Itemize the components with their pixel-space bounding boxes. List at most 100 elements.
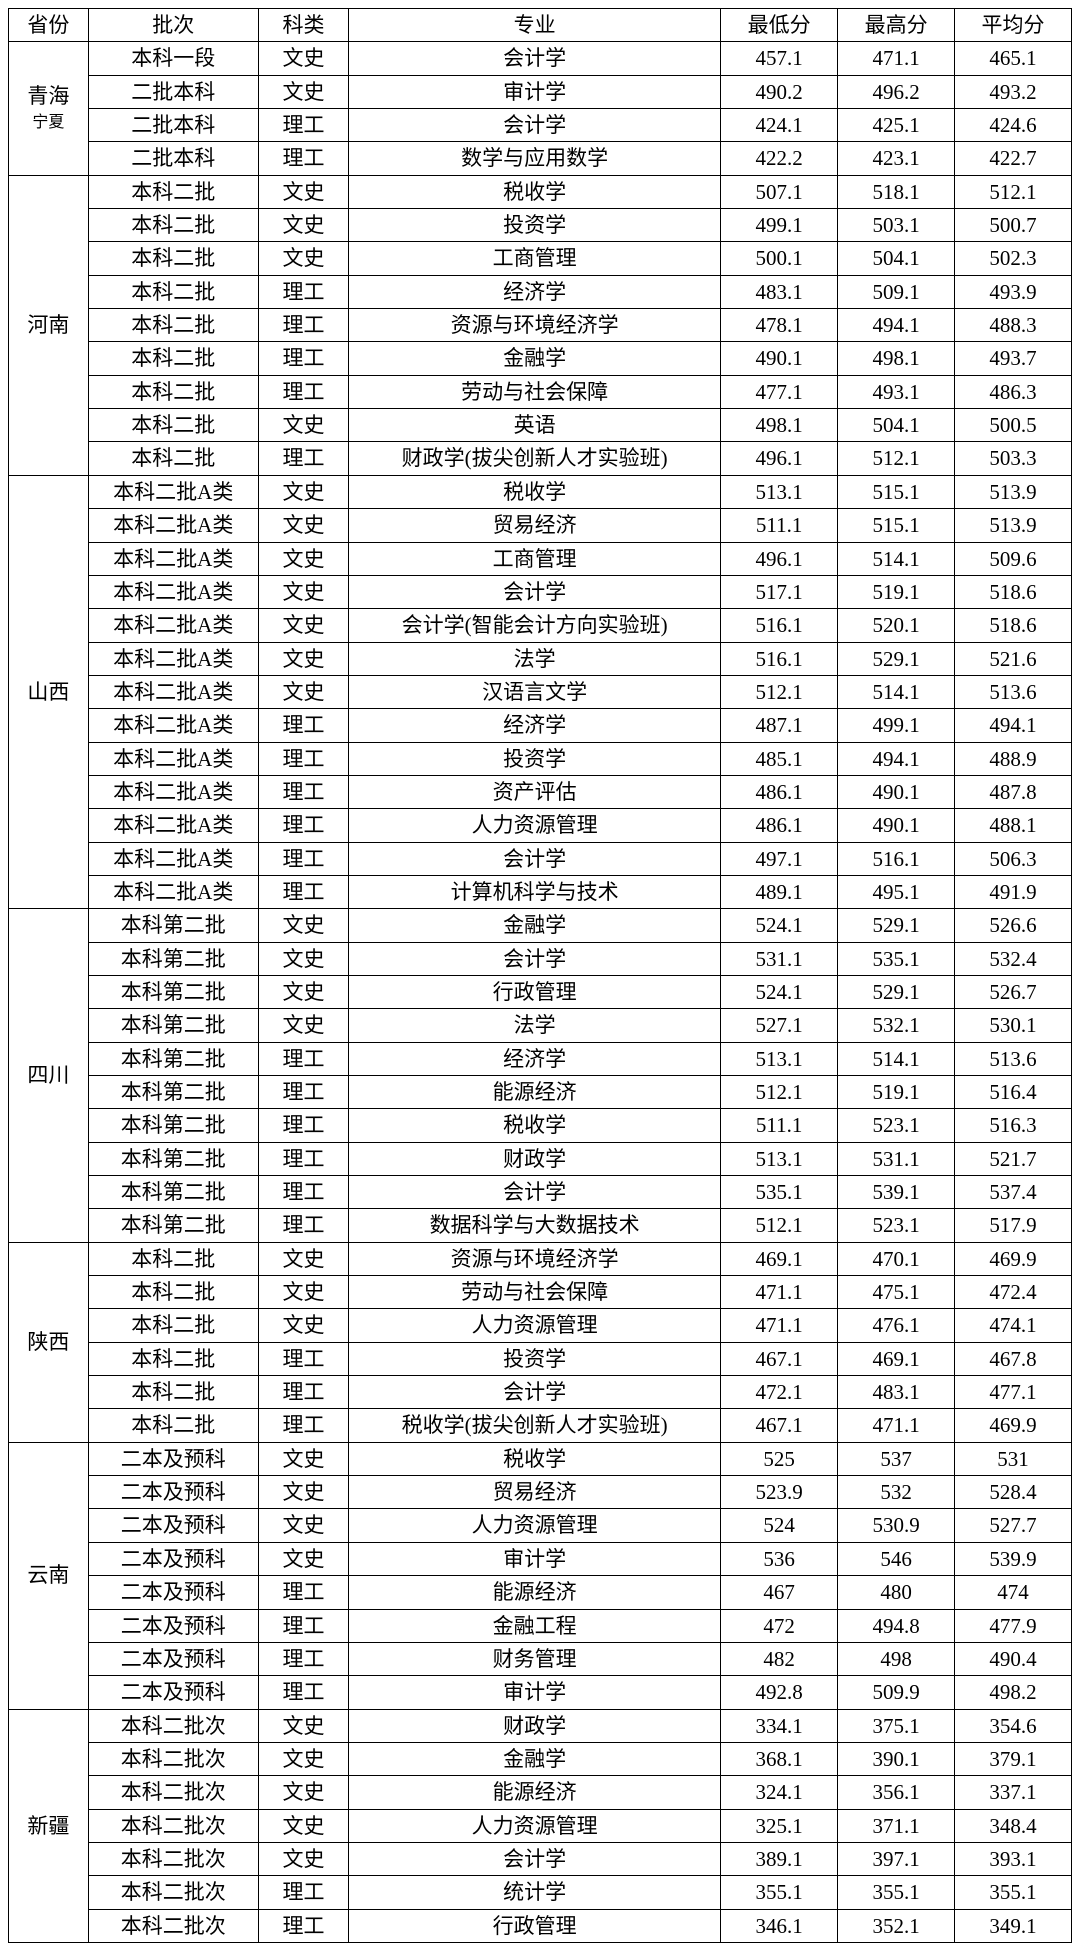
province-cell: 青海宁夏 bbox=[9, 42, 89, 175]
min-cell: 497.1 bbox=[721, 842, 838, 875]
avg-cell: 474.1 bbox=[955, 1309, 1072, 1342]
batch-cell: 二本及预科 bbox=[88, 1576, 258, 1609]
batch-cell: 本科二批 bbox=[88, 375, 258, 408]
table-row: 本科二批A类文史工商管理496.1514.1509.6 bbox=[9, 542, 1072, 575]
major-cell: 计算机科学与技术 bbox=[349, 875, 721, 908]
category-cell: 文史 bbox=[258, 242, 348, 275]
max-cell: 498.1 bbox=[838, 342, 955, 375]
major-cell: 会计学 bbox=[349, 1842, 721, 1875]
table-row: 本科二批A类文史汉语言文学512.1514.1513.6 bbox=[9, 675, 1072, 708]
batch-cell: 本科二批A类 bbox=[88, 742, 258, 775]
min-cell: 346.1 bbox=[721, 1909, 838, 1942]
category-cell: 理工 bbox=[258, 275, 348, 308]
batch-cell: 本科第二批 bbox=[88, 1009, 258, 1042]
max-cell: 494.1 bbox=[838, 309, 955, 342]
major-cell: 行政管理 bbox=[349, 1909, 721, 1942]
min-cell: 516.1 bbox=[721, 609, 838, 642]
major-cell: 数据科学与大数据技术 bbox=[349, 1209, 721, 1242]
major-cell: 资源与环境经济学 bbox=[349, 309, 721, 342]
max-cell: 519.1 bbox=[838, 1076, 955, 1109]
major-cell: 经济学 bbox=[349, 709, 721, 742]
max-cell: 531.1 bbox=[838, 1142, 955, 1175]
category-cell: 理工 bbox=[258, 1642, 348, 1675]
batch-cell: 本科二批A类 bbox=[88, 642, 258, 675]
avg-cell: 498.2 bbox=[955, 1676, 1072, 1709]
province-cell: 云南 bbox=[9, 1442, 89, 1709]
batch-cell: 二本及预科 bbox=[88, 1509, 258, 1542]
major-cell: 行政管理 bbox=[349, 975, 721, 1008]
max-cell: 371.1 bbox=[838, 1809, 955, 1842]
table-row: 本科二批A类理工计算机科学与技术489.1495.1491.9 bbox=[9, 875, 1072, 908]
min-cell: 511.1 bbox=[721, 509, 838, 542]
category-cell: 文史 bbox=[258, 1542, 348, 1575]
batch-cell: 本科二批A类 bbox=[88, 842, 258, 875]
batch-cell: 本科二批 bbox=[88, 1309, 258, 1342]
max-cell: 523.1 bbox=[838, 1109, 955, 1142]
table-row: 本科第二批理工会计学535.1539.1537.4 bbox=[9, 1176, 1072, 1209]
max-cell: 390.1 bbox=[838, 1742, 955, 1775]
major-cell: 法学 bbox=[349, 1009, 721, 1042]
max-cell: 471.1 bbox=[838, 1409, 955, 1442]
max-cell: 490.1 bbox=[838, 775, 955, 808]
table-row: 本科第二批文史行政管理524.1529.1526.7 bbox=[9, 975, 1072, 1008]
batch-cell: 本科二批 bbox=[88, 442, 258, 475]
max-cell: 375.1 bbox=[838, 1709, 955, 1742]
batch-cell: 本科第二批 bbox=[88, 1176, 258, 1209]
batch-cell: 本科二批次 bbox=[88, 1876, 258, 1909]
min-cell: 472.1 bbox=[721, 1376, 838, 1409]
avg-cell: 337.1 bbox=[955, 1776, 1072, 1809]
major-cell: 汉语言文学 bbox=[349, 675, 721, 708]
max-cell: 537 bbox=[838, 1442, 955, 1475]
max-cell: 499.1 bbox=[838, 709, 955, 742]
batch-cell: 本科第二批 bbox=[88, 1042, 258, 1075]
table-row: 本科二批理工资源与环境经济学478.1494.1488.3 bbox=[9, 309, 1072, 342]
min-cell: 513.1 bbox=[721, 1042, 838, 1075]
province-cell: 新疆 bbox=[9, 1709, 89, 1942]
category-cell: 文史 bbox=[258, 175, 348, 208]
major-cell: 审计学 bbox=[349, 1542, 721, 1575]
category-cell: 文史 bbox=[258, 209, 348, 242]
batch-cell: 本科二批次 bbox=[88, 1842, 258, 1875]
category-cell: 文史 bbox=[258, 1442, 348, 1475]
category-cell: 理工 bbox=[258, 809, 348, 842]
batch-cell: 二本及预科 bbox=[88, 1442, 258, 1475]
avg-cell: 521.6 bbox=[955, 642, 1072, 675]
min-cell: 490.2 bbox=[721, 75, 838, 108]
max-cell: 356.1 bbox=[838, 1776, 955, 1809]
major-cell: 金融学 bbox=[349, 342, 721, 375]
major-cell: 资源与环境经济学 bbox=[349, 1242, 721, 1275]
major-cell: 会计学 bbox=[349, 109, 721, 142]
table-row: 本科二批A类文史会计学517.1519.1518.6 bbox=[9, 575, 1072, 608]
table-row: 云南二本及预科文史税收学525537531 bbox=[9, 1442, 1072, 1475]
avg-cell: 502.3 bbox=[955, 242, 1072, 275]
table-row: 本科二批A类理工人力资源管理486.1490.1488.1 bbox=[9, 809, 1072, 842]
max-cell: 516.1 bbox=[838, 842, 955, 875]
header-batch: 批次 bbox=[88, 9, 258, 42]
batch-cell: 本科二批 bbox=[88, 242, 258, 275]
major-cell: 人力资源管理 bbox=[349, 809, 721, 842]
avg-cell: 503.3 bbox=[955, 442, 1072, 475]
category-cell: 理工 bbox=[258, 1909, 348, 1942]
table-row: 青海宁夏本科一段文史会计学457.1471.1465.1 bbox=[9, 42, 1072, 75]
avg-cell: 465.1 bbox=[955, 42, 1072, 75]
batch-cell: 本科二批A类 bbox=[88, 875, 258, 908]
min-cell: 517.1 bbox=[721, 575, 838, 608]
max-cell: 493.1 bbox=[838, 375, 955, 408]
min-cell: 499.1 bbox=[721, 209, 838, 242]
category-cell: 理工 bbox=[258, 1676, 348, 1709]
table-row: 本科二批A类文史会计学(智能会计方向实验班)516.1520.1518.6 bbox=[9, 609, 1072, 642]
header-major: 专业 bbox=[349, 9, 721, 42]
header-row: 省份 批次 科类 专业 最低分 最高分 平均分 bbox=[9, 9, 1072, 42]
avg-cell: 488.3 bbox=[955, 309, 1072, 342]
avg-cell: 532.4 bbox=[955, 942, 1072, 975]
category-cell: 理工 bbox=[258, 375, 348, 408]
table-row: 本科二批次理工统计学355.1355.1355.1 bbox=[9, 1876, 1072, 1909]
max-cell: 530.9 bbox=[838, 1509, 955, 1542]
avg-cell: 349.1 bbox=[955, 1909, 1072, 1942]
table-row: 本科二批文史英语498.1504.1500.5 bbox=[9, 409, 1072, 442]
min-cell: 500.1 bbox=[721, 242, 838, 275]
min-cell: 325.1 bbox=[721, 1809, 838, 1842]
batch-cell: 本科二批 bbox=[88, 1242, 258, 1275]
batch-cell: 本科二批次 bbox=[88, 1742, 258, 1775]
table-row: 二本及预科理工金融工程472494.8477.9 bbox=[9, 1609, 1072, 1642]
